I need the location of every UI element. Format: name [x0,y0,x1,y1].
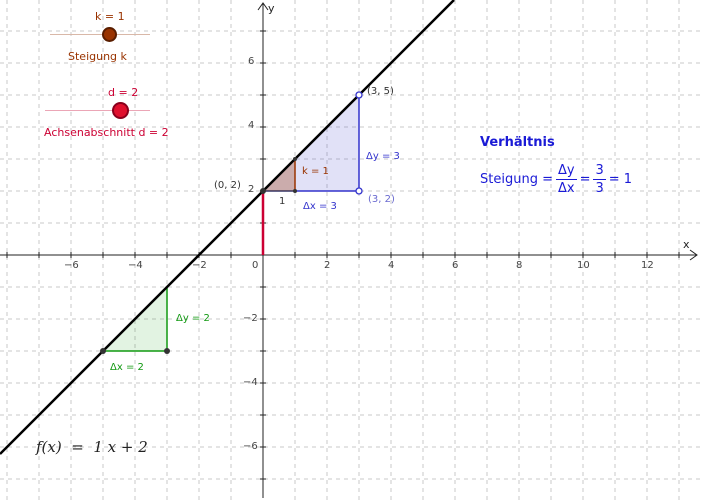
y-tick-label: −2 [243,313,258,324]
x-tick-label: 8 [516,260,523,271]
function-label: f(x) = 1 x + 2 [36,438,148,456]
x-tick-label: −6 [64,260,79,271]
point-unit-corner[interactable] [293,189,297,193]
x-tick-label: −2 [192,260,207,271]
formula-prefix: Steigung = [480,172,553,187]
slider-k-track[interactable] [50,34,150,35]
axis-ticks [6,30,680,480]
x-axis [0,249,698,261]
point-green-left[interactable] [100,348,106,354]
ratio-title: Verhältnis [480,135,555,150]
fraction-num-3: 3 [593,163,606,180]
slider-k-caption: k = 1 [95,10,125,23]
slider-k-label: Steigung k [68,50,127,63]
point-corner[interactable] [355,187,363,195]
point-intercept[interactable] [260,188,266,194]
blue-dx-label: Δx = 3 [303,201,337,212]
fraction-den-dx: Δx [557,181,575,196]
y-tick-label: 4 [248,120,255,131]
x-axis-label: x [683,238,690,251]
x-tick-label: 10 [577,260,590,271]
point-unit-top[interactable] [293,157,297,161]
y-tick-label: −4 [243,377,258,388]
formula-eq2: = 1 [608,172,633,187]
blue-dy-label: Δy = 3 [366,151,400,162]
y-tick-label: −6 [243,441,258,452]
y-axis-label: y [268,2,275,15]
y-tick-label: 2 [248,184,255,195]
x-tick-label: 12 [641,260,654,271]
function-line[interactable] [0,0,455,455]
x-tick-label: 2 [324,260,331,271]
fraction-den-3: 3 [595,181,604,196]
green-dx-label: Δx = 2 [110,362,144,373]
slider-d-label: Achsenabschnitt d = 2 [44,126,169,139]
point-upper[interactable] [355,91,363,99]
x-tick-label: 0 [252,260,259,271]
slider-d-knob[interactable] [112,102,129,119]
slope-formula: Steigung = Δy Δx = 3 3 = 1 [480,162,632,197]
slider-d-track[interactable] [45,110,150,111]
x-tick-label: 4 [388,260,395,271]
fraction-dy-dx: Δy Δx [555,162,577,197]
unit-triangle-one-label: 1 [279,196,286,207]
green-dy-label: Δy = 2 [176,313,210,324]
slider-k-knob[interactable] [102,27,117,42]
x-tick-label: −4 [128,260,143,271]
formula-eq1: = [579,172,591,187]
y-tick-label: 6 [248,56,255,67]
point-label-corner: (3, 2) [368,194,395,205]
slider-d-caption: d = 2 [108,86,139,99]
point-green-right[interactable] [164,348,170,354]
unit-triangle-k-label: k = 1 [302,166,329,177]
point-label-upper: (3, 5) [367,86,394,97]
fraction-num-dy: Δy [555,163,577,180]
x-tick-label: 6 [452,260,459,271]
point-label-intercept: (0, 2) [214,180,241,191]
